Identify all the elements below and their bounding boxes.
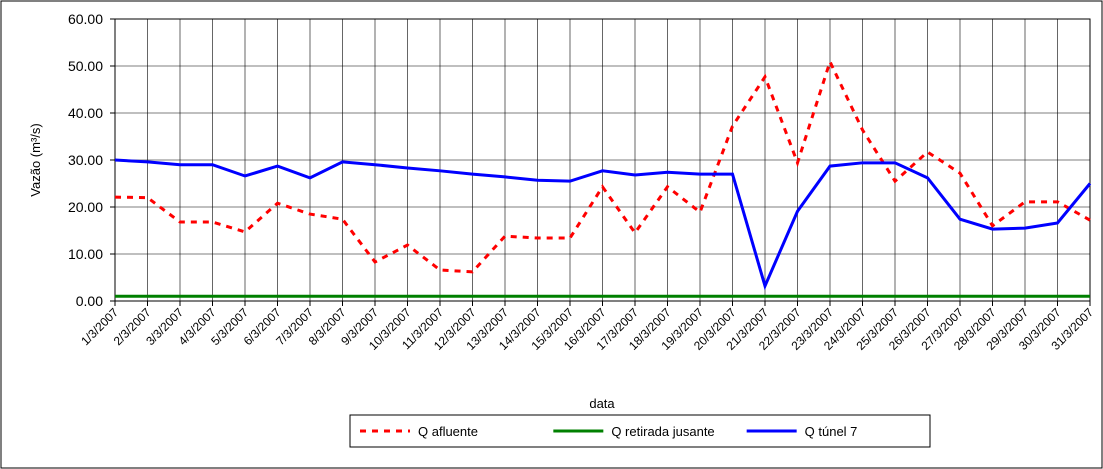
y-axis-label: Vazão (m³/s) (28, 123, 43, 196)
legend (349, 414, 931, 448)
legend-label: Q retirada jusante (611, 424, 714, 439)
series-line (114, 158, 1092, 291)
legend-label: Q afluente (418, 424, 478, 439)
legend-label: Q túnel 7 (805, 424, 858, 439)
x-axis-label: data (589, 396, 615, 411)
y-tick-label: 30.00 (68, 152, 103, 168)
series-line (114, 57, 1091, 274)
y-tick-label: 40.00 (68, 105, 103, 121)
y-tick-label: 50.00 (68, 58, 103, 74)
y-tick-label: 0.00 (76, 293, 103, 309)
y-tick-label: 20.00 (68, 199, 103, 215)
y-tick-label: 10.00 (68, 246, 103, 262)
y-tick-label: 60.00 (68, 11, 103, 27)
